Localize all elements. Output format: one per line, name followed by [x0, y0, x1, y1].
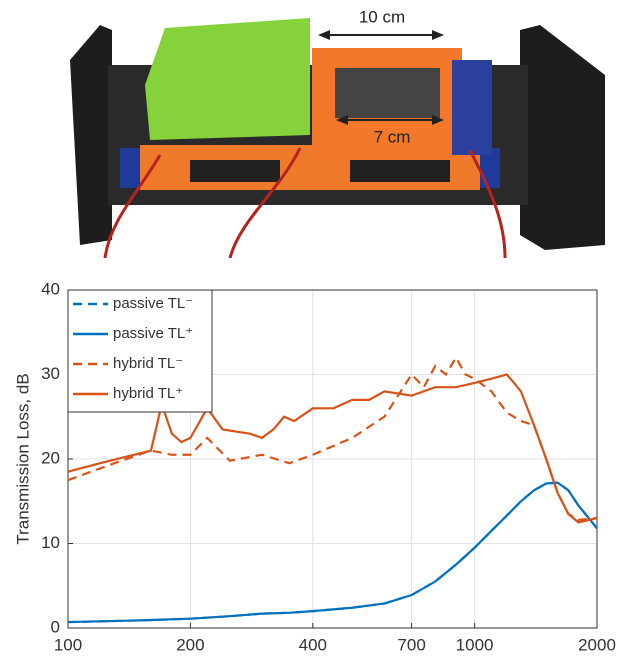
slot	[190, 160, 280, 182]
x-tick-label: 400	[299, 635, 327, 654]
photo: 10 cm 7 cm	[0, 0, 620, 262]
x-tick-label: 700	[397, 635, 425, 654]
legend-label: passive TL⁻	[113, 295, 193, 312]
x-tick-label: 200	[176, 635, 204, 654]
y-tick-label: 40	[41, 279, 60, 298]
legend-label: hybrid TL⁺	[113, 385, 183, 402]
figure: 10 cm 7 cm Transmission Loss, dB 0 10 20 30…	[0, 0, 620, 658]
mesh	[335, 68, 440, 118]
dimension-label: 10 cm	[359, 7, 405, 26]
y-tick-label: 30	[41, 364, 60, 383]
legend-label: passive TL⁺	[113, 325, 193, 342]
page: 10 cm 7 cm Transmission Loss, dB 0 10 20 30…	[0, 0, 620, 663]
y-tick-label: 0	[51, 617, 60, 636]
x-tick-label: 2000	[578, 635, 616, 654]
slot	[350, 160, 450, 182]
blue-side	[452, 60, 492, 155]
y-axis-label: Transmission Loss, dB	[13, 373, 32, 544]
green-lid	[145, 18, 310, 140]
x-tick-label: 100	[54, 635, 82, 654]
y-tick-label: 10	[41, 533, 60, 552]
dimension-label: 7 cm	[374, 127, 411, 146]
legend-label: hybrid TL⁻	[113, 355, 183, 372]
x-tick-label: 1000	[456, 635, 494, 654]
y-tick-label: 20	[41, 448, 60, 467]
